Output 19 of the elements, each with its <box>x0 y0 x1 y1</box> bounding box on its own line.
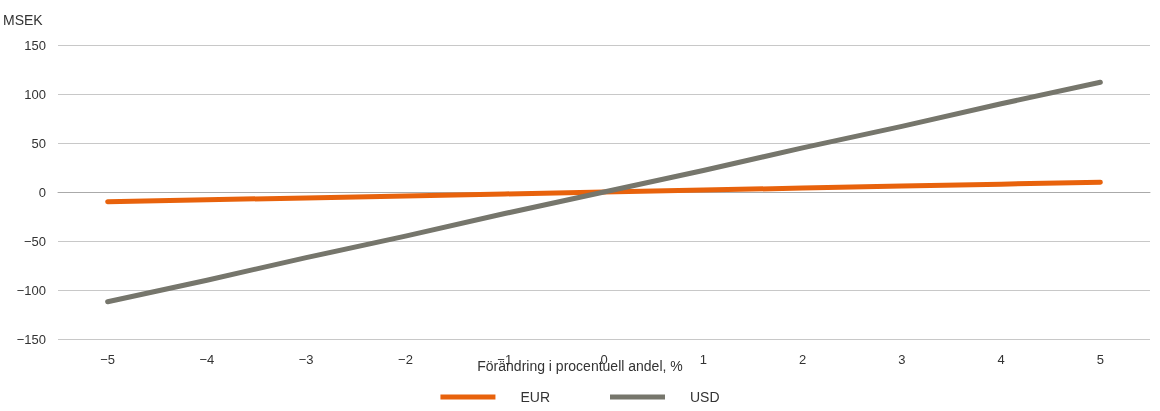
legend-label: USD <box>690 389 720 405</box>
y-axis-title: MSEK <box>3 12 44 28</box>
x-tick-label: −2 <box>398 352 413 367</box>
x-tick-label: 2 <box>798 352 807 367</box>
x-tick-label: 4 <box>997 352 1005 367</box>
y-tick-label: −100 <box>16 282 46 298</box>
x-tick-label: −3 <box>298 352 314 367</box>
y-tick-label: 100 <box>24 86 46 102</box>
x-tick-label: 5 <box>1096 352 1104 367</box>
x-tick-label: −5 <box>100 352 116 367</box>
y-tick-label: −150 <box>16 331 46 347</box>
y-tick-label: 150 <box>24 37 46 53</box>
y-tick-label: 50 <box>31 135 46 151</box>
x-tick-label: 3 <box>898 352 906 367</box>
x-tick-label: 1 <box>699 352 707 367</box>
x-tick-label: −4 <box>199 352 215 367</box>
legend-label: EUR <box>520 389 550 405</box>
y-tick-label: −50 <box>23 233 46 249</box>
y-tick-label: 0 <box>38 184 46 200</box>
